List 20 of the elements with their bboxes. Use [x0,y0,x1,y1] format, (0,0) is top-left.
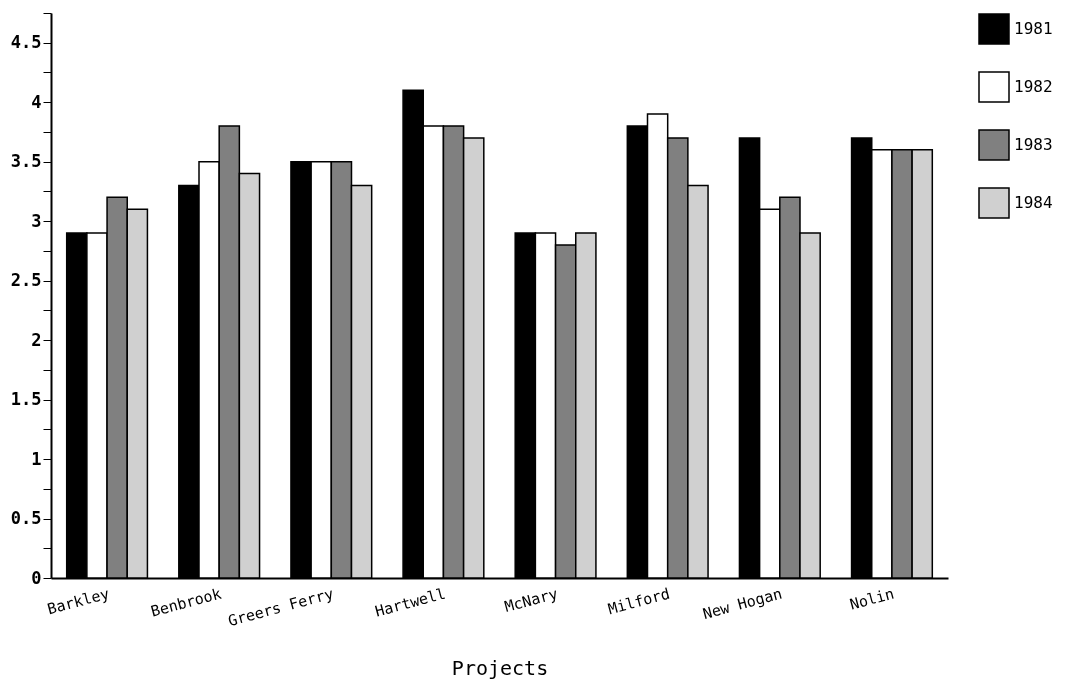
x-tick-label: Nolin [847,584,897,614]
legend-label: 1981 [1014,19,1053,38]
y-tick-label: 0 [31,567,42,588]
x-tick-label: New Hogan [700,584,784,623]
x-tick-label: McNary [502,584,560,616]
x-tick-label: Barkley [45,584,112,619]
y-tick-label: 2 [31,329,42,350]
legend-label: 1982 [1014,77,1053,96]
y-tick-label: 2.5 [10,270,42,291]
x-axis-title: Projects [451,656,549,681]
y-tick-label: 1 [31,448,42,469]
y-tick-label: 3 [31,210,42,231]
y-tick-label: 4 [31,91,42,112]
y-tick-label: 3.5 [10,151,42,172]
legend-label: 1983 [1014,135,1053,154]
legend-label: 1984 [1014,193,1053,212]
y-tick-label: 4.5 [10,32,42,53]
x-tick-label: Greers Ferry [226,584,336,630]
y-tick-label: 1.5 [10,389,42,410]
y-tick-label: 0.5 [10,508,42,529]
